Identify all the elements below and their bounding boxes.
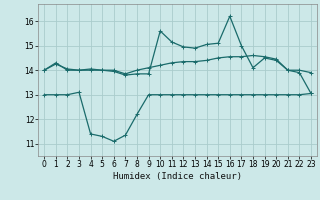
X-axis label: Humidex (Indice chaleur): Humidex (Indice chaleur) <box>113 172 242 181</box>
